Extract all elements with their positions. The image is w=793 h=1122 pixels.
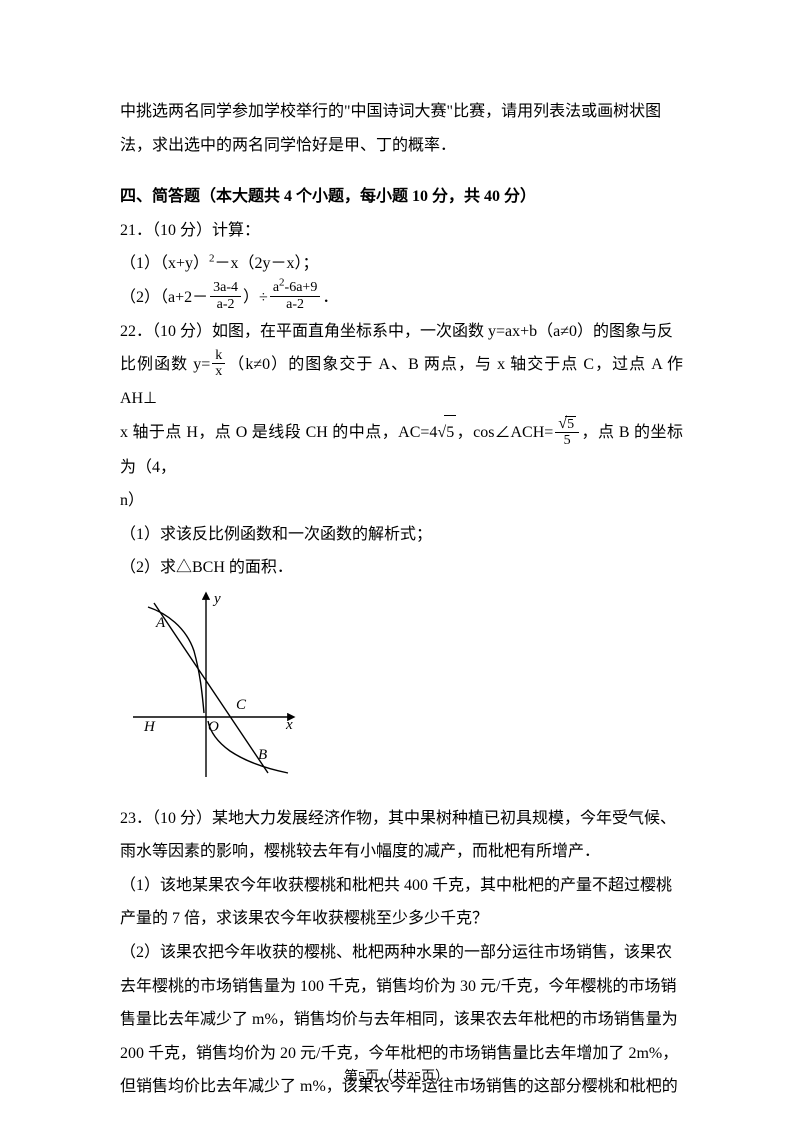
spacer — [120, 162, 683, 180]
q22-l2-frac-den: x — [212, 364, 225, 379]
q22-svg: x y O H C A B — [128, 589, 298, 779]
q21-p2-frac1: 3a-4a-2 — [210, 280, 241, 312]
q22-l3-sqrt: √5 — [437, 415, 456, 450]
q22-l3-frac: √55 — [555, 415, 579, 449]
q21-part1: （1）（x+y）2－x（2y－x）； — [120, 247, 683, 281]
svg-text:H: H — [143, 719, 156, 735]
svg-text:B: B — [258, 747, 267, 763]
q23-p2-line2: 去年樱桃的市场销售量为 100 千克，销售均价为 30 元/千克，今年樱桃的市场… — [120, 970, 683, 1004]
q21-p2-frac2: a2-6a+9a-2 — [270, 280, 321, 312]
q23-p2-line3: 售量比去年减少了 m%，销售均价与去年相同，该果农去年枇杷的市场销售量为 — [120, 1003, 683, 1037]
svg-text:A: A — [155, 615, 166, 631]
q22-l2-pre: 比例函数 y= — [120, 356, 210, 373]
q22-line2: 比例函数 y=kx（k≠0）的图象交于 A、B 两点，与 x 轴交于点 C，过点… — [120, 348, 683, 415]
section-4-heading: 四、简答题（本大题共 4 个小题，每小题 10 分，共 40 分） — [120, 180, 683, 214]
svg-text:O: O — [208, 719, 219, 735]
q22-part2: （2）求△BCH 的面积． — [120, 551, 683, 585]
continuation-line-1: 中挑选两名同学参加学校举行的"中国诗词大赛"比赛，请用列表法或画树状图 — [120, 95, 683, 129]
q22-part1: （1）求该反比例函数和一次函数的解析式； — [120, 518, 683, 552]
q21-p2-frac1-den: a-2 — [210, 297, 241, 312]
q23-line2: 雨水等因素的影响，樱桃较去年有小幅度的减产，而枇杷有所增产． — [120, 835, 683, 869]
q21-part2: （2）（a+2－3a-4a-2）÷a2-6a+9a-2． — [120, 281, 683, 315]
q23-line1: 23．（10 分）某地大力发展经济作物，其中果树种植已初具规模，今年受气候、 — [120, 802, 683, 836]
q21-p2-mid: ）÷ — [243, 289, 268, 306]
q22-line3: x 轴于点 H，点 O 是线段 CH 的中点，AC=4√5，cos∠ACH=√5… — [120, 415, 683, 484]
svg-text:x: x — [285, 717, 293, 733]
q21-p2-frac1-num: 3a-4 — [210, 280, 241, 296]
q23-p1-line2: 产量的 7 倍，求该果农今年收获樱桃至少多少千克？ — [120, 902, 683, 936]
q23-p2-line1: （2）该果农把今年收获的樱桃、枇杷两种水果的一部分运往市场销售，该果农 — [120, 936, 683, 970]
q21-p2-frac2-num: a2-6a+9 — [270, 280, 321, 296]
q22-line1: 22．（10 分）如图，在平面直角坐标系中，一次函数 y=ax+b（a≠0）的图… — [120, 315, 683, 349]
q22-l3-frac-den: 5 — [555, 433, 579, 448]
q21-p2-prefix: （2）（a+2－ — [120, 289, 208, 306]
q22-figure: x y O H C A B — [128, 589, 683, 792]
q22-l3-pre: x 轴于点 H，点 O 是线段 CH 的中点，AC=4 — [120, 424, 437, 441]
q22-line4: n） — [120, 484, 683, 518]
q22-l3-mid: ，cos∠ACH= — [456, 424, 553, 441]
q22-l3-frac-num: √5 — [555, 415, 579, 434]
q23-p1-line1: （1）该地某果农今年收获樱桃和枇杷共 400 千克，其中枇杷的产量不超过樱桃 — [120, 869, 683, 903]
q21-p1-mid: －x（2y－x）； — [215, 255, 319, 272]
page-footer: 第5页（共35页） — [0, 1063, 793, 1092]
svg-text:y: y — [212, 591, 221, 607]
continuation-line-2: 法，求出选中的两名同学恰好是甲、丁的概率． — [120, 129, 683, 163]
svg-text:C: C — [236, 697, 247, 713]
q21-p1-prefix: （1）（x+y） — [120, 255, 209, 272]
q21-p2-suffix: ． — [322, 289, 338, 306]
q21-stem: 21．（10 分）计算： — [120, 214, 683, 248]
q22-l2-frac-num: k — [212, 348, 225, 364]
q21-p2-frac2-den: a-2 — [270, 297, 321, 312]
q22-l2-frac: kx — [212, 348, 225, 380]
